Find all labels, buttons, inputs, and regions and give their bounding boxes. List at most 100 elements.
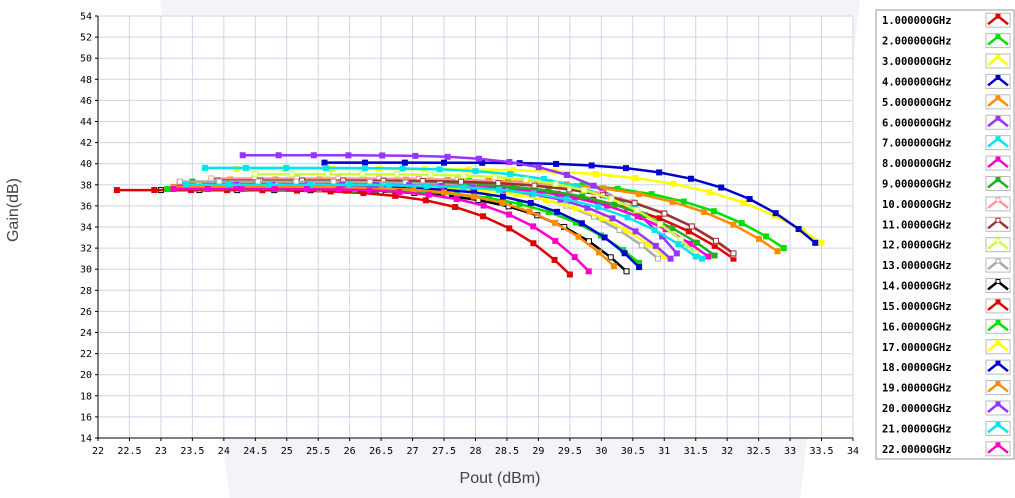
data-point (401, 159, 408, 166)
data-point (526, 208, 533, 215)
data-point (208, 175, 215, 182)
y-tick-label: 14 (80, 434, 92, 445)
data-point (216, 178, 223, 185)
legend-swatch-marker (995, 95, 1001, 101)
legend-swatch (985, 441, 1011, 457)
data-point (669, 198, 676, 205)
data-point (379, 152, 386, 159)
series-curves (113, 152, 825, 278)
data-point (572, 204, 579, 211)
data-point (581, 187, 588, 194)
y-axis-label-text: Gain(dB) (5, 177, 22, 243)
data-point (657, 221, 664, 228)
y-tick-label: 22 (80, 349, 92, 360)
data-point (632, 174, 639, 181)
legend-swatch-marker (995, 258, 1001, 264)
legend-swatch-marker (995, 340, 1001, 346)
legend-swatch-marker (995, 381, 1001, 387)
legend-entry: 9.000000GHz (882, 175, 1011, 191)
legend-entry: 22.00000GHz (882, 441, 1011, 457)
legend-swatch (985, 114, 1011, 130)
legend-swatch-marker (995, 238, 1001, 244)
data-point (730, 221, 737, 228)
data-point (475, 155, 482, 162)
legend: 1.000000GHz 2.000000GHz 3.000000GHz 4.00000… (875, 9, 1015, 460)
data-point (595, 249, 602, 256)
legend-entry: 10.00000GHz (882, 196, 1011, 212)
data-point (601, 234, 608, 241)
data-point (201, 164, 208, 171)
legend-swatch (985, 257, 1011, 273)
data-point (575, 233, 582, 240)
x-tick-label: 30.5 (621, 446, 645, 457)
data-point (795, 225, 802, 232)
legend-swatch (985, 420, 1011, 436)
data-point (255, 178, 262, 185)
x-tick-label: 30 (595, 446, 607, 457)
legend-label: 18.00000GHz (882, 362, 952, 374)
data-point (113, 187, 120, 194)
data-point (675, 241, 682, 248)
data-point (392, 192, 399, 199)
legend-swatch (985, 135, 1011, 151)
y-tick-label: 26 (80, 307, 92, 318)
data-point (506, 211, 513, 218)
legend-swatch-marker (995, 319, 1001, 325)
data-point (385, 182, 392, 189)
y-tick-label: 42 (80, 138, 92, 149)
y-tick-label: 50 (80, 54, 92, 65)
data-point (361, 165, 368, 172)
data-point (545, 187, 552, 194)
data-point (530, 190, 537, 197)
legend-swatch (985, 237, 1011, 253)
data-point (623, 268, 630, 275)
legend-entry: 8.000000GHz (882, 155, 1011, 171)
data-point (598, 214, 605, 221)
legend-swatch (985, 278, 1011, 294)
y-tick-label: 24 (80, 328, 92, 339)
data-point (552, 180, 559, 187)
data-point (638, 242, 645, 249)
data-point (366, 187, 373, 194)
data-point (763, 233, 770, 240)
x-tick-label: 32.5 (747, 446, 771, 457)
legend-swatch (985, 359, 1011, 375)
legend-swatch-marker (995, 217, 1001, 223)
data-point (706, 188, 713, 195)
data-point (578, 220, 585, 227)
data-point (654, 255, 661, 262)
legend-label: 20.00000GHz (882, 403, 952, 415)
x-tick-label: 27 (407, 446, 419, 457)
legend-swatch-marker (995, 115, 1001, 121)
data-point (623, 227, 630, 234)
legend-entry: 1.000000GHz (882, 12, 1011, 28)
data-point (499, 199, 506, 206)
data-point (183, 181, 190, 188)
data-point (712, 237, 719, 244)
data-point (346, 181, 353, 188)
x-tick-label: 28 (469, 446, 481, 457)
legend-label: 15.00000GHz (882, 301, 952, 313)
data-point (441, 189, 448, 196)
data-point (622, 165, 629, 172)
data-point (590, 182, 597, 189)
data-point (540, 175, 547, 182)
data-point (693, 239, 700, 246)
x-tick-label: 26 (344, 446, 356, 457)
data-point (303, 186, 310, 193)
legend-label: 8.000000GHz (882, 158, 952, 170)
legend-label: 12.00000GHz (882, 240, 952, 252)
legend-swatch-marker (995, 360, 1001, 366)
y-tick-label: 40 (80, 159, 92, 170)
x-tick-label: 23.5 (180, 446, 204, 457)
y-tick-label: 28 (80, 286, 92, 297)
data-point (553, 160, 560, 167)
data-point (393, 171, 400, 178)
data-point (656, 169, 663, 176)
legend-swatch-marker (995, 54, 1001, 60)
legend-swatch (985, 339, 1011, 355)
data-point (607, 254, 614, 261)
data-point (746, 196, 753, 203)
series-line (186, 183, 697, 258)
